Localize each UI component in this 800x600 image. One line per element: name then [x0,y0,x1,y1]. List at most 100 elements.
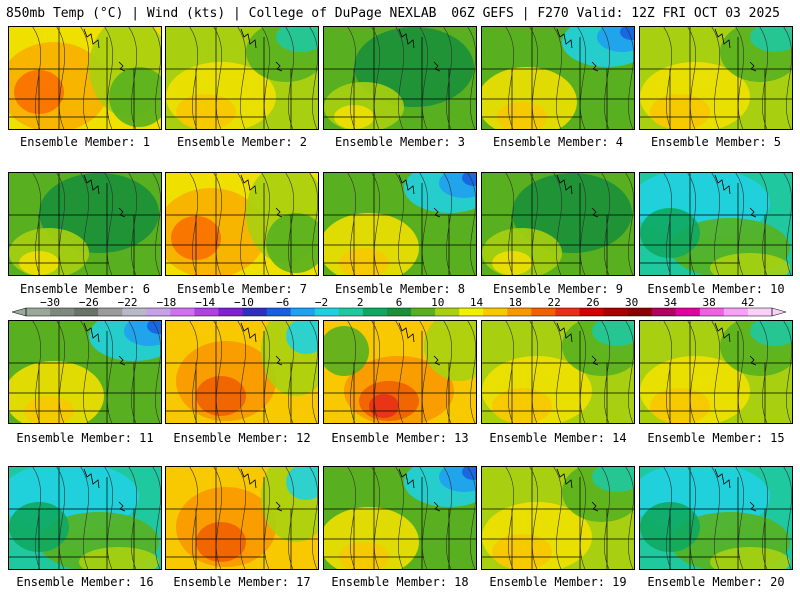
temperature-map [9,27,161,129]
colorbar-swatch [50,308,75,316]
ensemble-map-panel [481,320,635,424]
ensemble-member-label: Ensemble Member: 9 [492,282,624,296]
colorbar-tick-label: −10 [234,296,254,309]
ensemble-map-panel [165,26,319,130]
ensemble-map-panel [639,26,793,130]
colorbar-swatch [242,308,268,316]
temperature-map [640,321,792,423]
ensemble-map-panel [639,172,793,276]
ensemble-member-label: Ensemble Member: 4 [492,135,624,149]
colorbar-tick-label: −2 [315,296,328,309]
temperature-map [640,467,792,569]
ensemble-member-label: Ensemble Member: 3 [334,135,466,149]
ensemble-member-label: Ensemble Member: 17 [173,575,311,589]
colorbar-swatch [627,308,653,316]
ensemble-member-label: Ensemble Member: 11 [16,431,154,445]
colorbar-swatch [699,308,725,316]
temperature-map [482,173,634,275]
colorbar-swatch [218,308,244,316]
ensemble-member-label: Ensemble Member: 15 [647,431,785,445]
colorbar-tick-label: 6 [396,296,403,309]
ensemble-member-label: Ensemble Member: 19 [489,575,627,589]
ensemble-map-panel [8,320,162,424]
colorbar-end-arrow [11,307,27,317]
ensemble-map-panel [323,26,477,130]
colorbar-tick-label: 34 [664,296,678,309]
ensemble-map-panel [481,26,635,130]
temperature-map [324,27,476,129]
colorbar-swatch [170,308,195,316]
ensemble-member-label: Ensemble Member: 20 [647,575,785,589]
ensemble-member-label: Ensemble Member: 13 [331,431,469,445]
ensemble-map-panel [8,466,162,570]
ensemble-map-panel [639,320,793,424]
ensemble-member-label: Ensemble Member: 10 [647,282,785,296]
temperature-map [482,321,634,423]
temperature-map [166,27,318,129]
colorbar-swatch [507,308,532,316]
colorbar-tick-label: 30 [625,296,638,309]
colorbar-swatch [435,308,460,316]
temperature-map [640,173,792,275]
temperature-map [324,467,476,569]
temperature-map [324,321,476,423]
colorbar-swatch [98,308,123,316]
temperature-map [166,467,318,569]
colorbar-end-arrow [771,307,787,317]
colorbar-tick-label: 14 [470,296,484,309]
colorbar-tick-label: −18 [156,296,176,309]
temperature-map [9,321,161,423]
colorbar-swatch [675,308,701,316]
ensemble-map-panel [8,172,162,276]
ensemble-map-panel [481,172,635,276]
colorbar-swatch [459,308,484,316]
temperature-map [324,173,476,275]
model-run-info: 06Z GEFS | F270 Valid: 12Z FRI OCT 03 20… [451,6,780,21]
ensemble-member-label: Ensemble Member: 14 [489,431,627,445]
colorbar-tick-label: 38 [703,296,716,309]
temperature-map [166,321,318,423]
colorbar-tick-label: 22 [547,296,560,309]
colorbar-swatch [290,308,316,316]
ensemble-map-panel [8,26,162,130]
colorbar-swatch [651,308,677,316]
colorbar-outline [25,307,773,317]
colorbar-tick-label: 42 [741,296,754,309]
temperature-map [9,467,161,569]
colorbar-tick-label: −6 [276,296,289,309]
colorbar-tick-label: −26 [79,296,99,309]
colorbar-tick-label: 2 [357,296,364,309]
colorbar-tick-label: −30 [40,296,60,309]
ensemble-member-label: Ensemble Member: 18 [331,575,469,589]
ensemble-map-panel [165,172,319,276]
colorbar-swatch [386,308,412,316]
ensemble-map-panel [323,320,477,424]
colorbar-swatch [146,308,171,316]
ensemble-member-label: Ensemble Member: 7 [176,282,308,296]
colorbar-swatch [723,308,749,316]
ensemble-member-label: Ensemble Member: 12 [173,431,311,445]
ensemble-member-label: Ensemble Member: 1 [19,135,151,149]
ensemble-member-label: Ensemble Member: 6 [19,282,151,296]
colorbar-swatch [362,308,388,316]
colorbar-swatch [122,308,147,316]
colorbar-swatch [603,308,629,316]
ensemble-map-panel [165,466,319,570]
colorbar-swatch [74,308,99,316]
ensemble-member-label: Ensemble Member: 8 [334,282,466,296]
ensemble-map-panel [481,466,635,570]
temperature-map [166,173,318,275]
ensemble-map-panel [323,466,477,570]
colorbar-tick-label: 10 [431,296,444,309]
temperature-map [482,27,634,129]
colorbar-tick-label: 18 [509,296,522,309]
map-title: 850mb Temp (°C) | Wind (kts) | College o… [6,6,437,21]
colorbar-swatch [26,308,51,316]
colorbar-swatch [483,308,508,316]
colorbar-swatch [555,308,580,316]
temperature-map [9,173,161,275]
colorbar-swatch [531,308,556,316]
colorbar-swatch [194,308,220,316]
ensemble-member-label: Ensemble Member: 2 [176,135,308,149]
ensemble-map-panel [323,172,477,276]
